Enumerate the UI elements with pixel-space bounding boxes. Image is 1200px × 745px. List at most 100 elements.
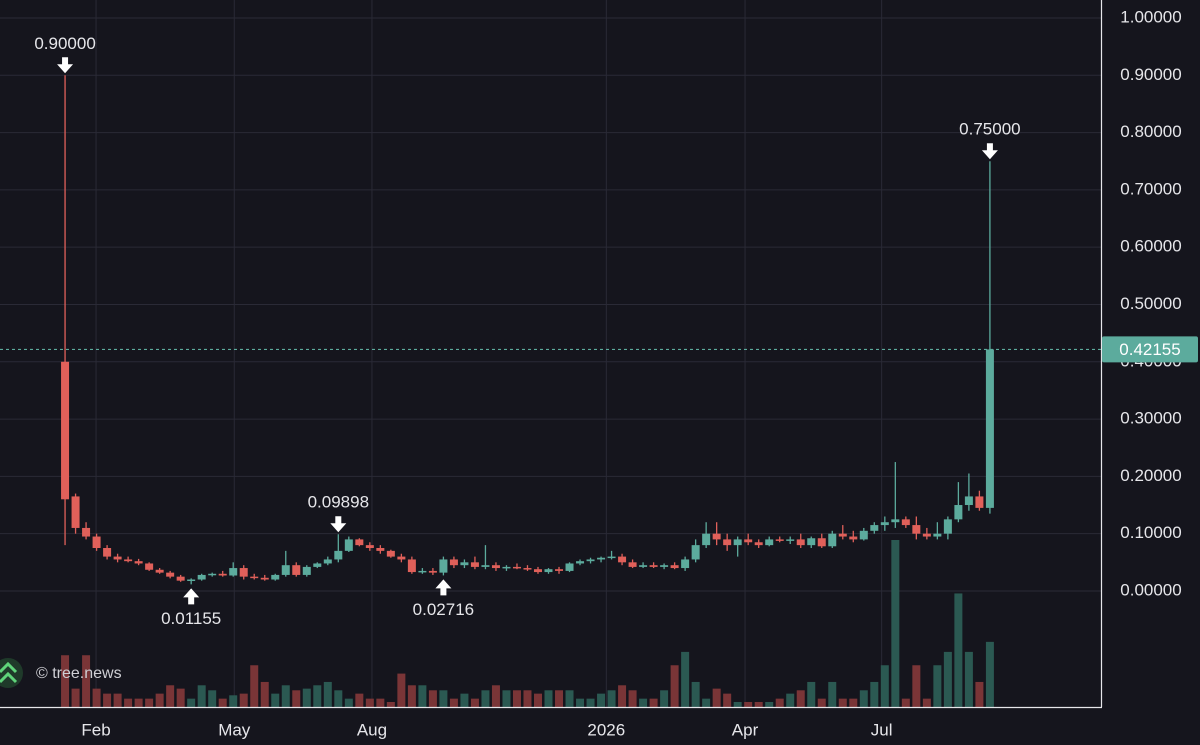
candle-body xyxy=(754,542,763,546)
annotation-label: 0.02716 xyxy=(413,600,474,619)
x-tick-label: 2026 xyxy=(587,720,625,739)
x-tick-label: Jul xyxy=(871,720,893,739)
candle-body xyxy=(733,539,742,546)
volume-bar xyxy=(586,698,595,707)
candle-body xyxy=(985,349,994,508)
candle-body xyxy=(218,573,227,576)
candle-body xyxy=(807,538,816,546)
candle-body xyxy=(208,573,217,576)
volume-bar xyxy=(271,693,280,707)
volume-bar xyxy=(292,690,301,707)
volume-bar xyxy=(544,690,553,707)
volume-bar xyxy=(775,698,784,707)
volume-bar xyxy=(954,593,963,707)
volume-bar xyxy=(166,685,175,707)
candle-body xyxy=(502,566,511,569)
candle-body xyxy=(470,562,479,567)
volume-bar xyxy=(943,651,952,707)
price-pane xyxy=(61,75,994,585)
volume-bar xyxy=(933,665,942,707)
volume-bar xyxy=(187,698,196,707)
y-tick-label: 0.30000 xyxy=(1120,409,1181,428)
volume-bar xyxy=(176,688,185,707)
candle-body xyxy=(239,568,248,577)
candle-body xyxy=(681,559,690,569)
annotation-arrow xyxy=(330,516,347,533)
volume-bar xyxy=(975,681,984,707)
candle-body xyxy=(544,569,553,573)
candle-body xyxy=(481,565,490,567)
candle-body xyxy=(250,576,259,579)
y-tick-label: 0.10000 xyxy=(1120,523,1181,542)
volume-bar xyxy=(670,665,679,707)
candle-body xyxy=(586,559,595,562)
candle-body xyxy=(176,576,185,581)
volume-bar xyxy=(208,690,217,707)
candle-body xyxy=(491,565,500,569)
candle-body xyxy=(849,536,858,540)
candle-body xyxy=(344,539,353,551)
volume-bar xyxy=(828,681,837,707)
volume-bar xyxy=(376,698,385,707)
candle-body xyxy=(828,533,837,547)
volume-bar xyxy=(239,693,248,707)
y-tick-label: 0.60000 xyxy=(1120,237,1181,256)
candle-body xyxy=(418,570,427,573)
volume-bar xyxy=(733,701,742,707)
volume-bar xyxy=(891,540,900,707)
y-tick-label: 0.90000 xyxy=(1120,65,1181,84)
candle-body xyxy=(166,572,175,577)
volume-bar xyxy=(103,693,112,707)
candle-body xyxy=(712,533,721,540)
volume-bar xyxy=(302,688,311,707)
candle-body xyxy=(523,568,532,570)
candle-body xyxy=(597,557,606,560)
candle-body xyxy=(891,519,900,523)
candle-body xyxy=(838,533,847,537)
candle-body xyxy=(775,539,784,541)
volume-bar xyxy=(470,698,479,707)
candle-body xyxy=(386,550,395,557)
volume-bar xyxy=(523,690,532,707)
candle-body xyxy=(702,533,711,546)
watermark: © tree.news xyxy=(0,658,122,688)
annotation-label: 0.75000 xyxy=(959,120,1020,139)
volume-bar xyxy=(428,690,437,707)
candle-body xyxy=(649,565,658,567)
annotation-label: 0.09898 xyxy=(308,493,369,512)
volume-bar xyxy=(92,688,101,707)
volume-pane xyxy=(61,540,994,707)
volume-bar xyxy=(460,693,469,707)
candle-body xyxy=(870,525,879,531)
volume-bar xyxy=(649,698,658,707)
candle-body xyxy=(660,565,669,567)
candle-body xyxy=(765,539,774,546)
volume-bar xyxy=(449,698,458,707)
candle-body xyxy=(859,530,868,540)
volume-bar xyxy=(691,681,700,707)
candle-body xyxy=(796,539,805,546)
volume-bar xyxy=(61,655,70,707)
annotation-label: 0.01155 xyxy=(161,609,221,628)
candle-body xyxy=(460,562,469,566)
candle-body xyxy=(691,545,700,560)
volume-bar xyxy=(512,690,521,707)
volume-bar xyxy=(260,681,269,707)
candle-body xyxy=(334,550,343,560)
volume-bar xyxy=(555,690,564,707)
y-tick-label: 0.70000 xyxy=(1120,179,1181,198)
x-tick-label: May xyxy=(218,720,251,739)
volume-bar xyxy=(880,665,889,707)
y-tick-label: 0.00000 xyxy=(1120,580,1181,599)
candle-body xyxy=(82,527,91,537)
volume-bar xyxy=(365,698,374,707)
volume-bar xyxy=(502,690,511,707)
volume-bar xyxy=(565,690,574,707)
candle-body xyxy=(197,574,206,580)
annotation-arrow xyxy=(435,579,452,596)
volume-bar xyxy=(964,651,973,707)
candle-body xyxy=(817,538,826,547)
candle-body xyxy=(922,533,931,537)
